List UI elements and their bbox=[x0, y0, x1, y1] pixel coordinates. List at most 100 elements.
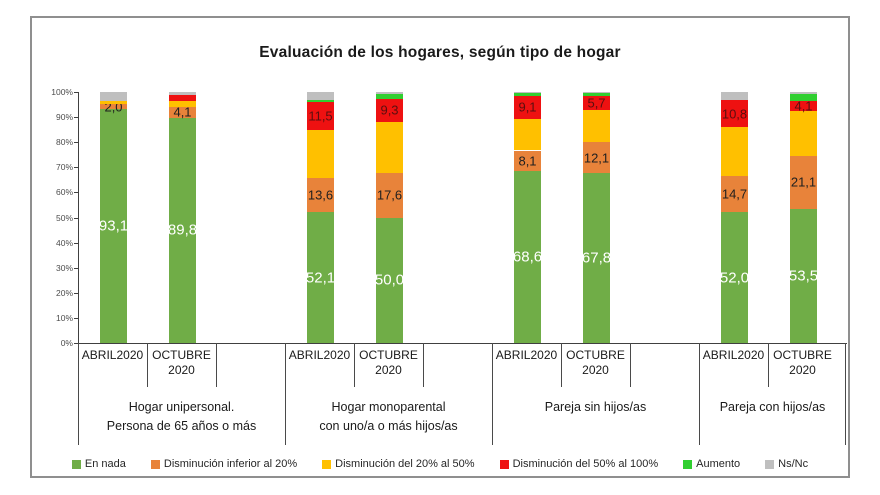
segment-ns-nc bbox=[169, 92, 196, 96]
legend-swatch-dism-50-100 bbox=[499, 459, 509, 469]
segment-en-nada bbox=[721, 212, 748, 343]
axis-cell-divider bbox=[630, 343, 631, 387]
segment-ns-nc bbox=[790, 92, 817, 95]
segment-dism-inf-20 bbox=[169, 107, 196, 118]
segment-dism-20-50 bbox=[307, 130, 334, 179]
segment-en-nada bbox=[583, 172, 610, 343]
y-axis-tick-mark bbox=[74, 192, 78, 194]
x-axis-period-row: ABRIL2020 OCTUBRE 2020 ABRIL2020 OCTUBRE 2020… bbox=[78, 343, 846, 387]
segment-dism-50-100 bbox=[790, 101, 817, 112]
period-label-line: OCTUBRE bbox=[152, 348, 211, 362]
period-label-line: 2020 bbox=[168, 363, 195, 377]
axis-cell-divider bbox=[768, 343, 769, 387]
y-axis-tick-mark bbox=[74, 117, 78, 119]
legend-swatch-aumento bbox=[683, 459, 693, 469]
segment-ns-nc bbox=[376, 92, 403, 95]
legend-label: Disminución del 20% al 50% bbox=[335, 458, 475, 470]
legend-swatch-en-nada bbox=[71, 459, 81, 469]
legend-label: Aumento bbox=[696, 458, 741, 470]
segment-dism-50-100 bbox=[721, 100, 748, 128]
period-label-line: ABRIL2020 bbox=[702, 348, 765, 362]
period-label-line: ABRIL2020 bbox=[288, 348, 351, 362]
y-axis-tick-label: 100% bbox=[51, 87, 73, 97]
x-axis-group-label: Pareja sin hijos/as bbox=[493, 387, 698, 417]
stacked-bar: 68,6 8,1 9,1 bbox=[513, 92, 542, 343]
period-label-line: OCTUBRE bbox=[566, 348, 625, 362]
legend-item: Ns/Nc bbox=[765, 458, 808, 470]
segment-ns-nc bbox=[583, 92, 610, 93]
stacked-bar: 52,0 14,7 10,8 bbox=[720, 92, 749, 343]
segment-en-nada bbox=[790, 208, 817, 343]
segment-en-nada bbox=[376, 217, 403, 343]
period-label-line: 2020 bbox=[375, 363, 402, 377]
group-label-line: Pareja sin hijos/as bbox=[544, 400, 647, 414]
segment-dism-50-100 bbox=[514, 95, 541, 119]
legend-item: Disminución inferior al 20% bbox=[150, 458, 298, 470]
x-axis-group-label: Hogar unipersonal. Persona de 65 años o m… bbox=[79, 387, 284, 436]
axis-group-divider bbox=[285, 387, 286, 445]
legend-label: En nada bbox=[84, 458, 126, 470]
segment-en-nada bbox=[169, 117, 196, 343]
y-axis-tick-mark bbox=[74, 217, 78, 219]
period-label-line: OCTUBRE bbox=[359, 348, 418, 362]
legend-swatch-dism-20-50 bbox=[322, 459, 332, 469]
x-axis-period-label: OCTUBRE 2020 bbox=[147, 343, 216, 378]
segment-dism-20-50 bbox=[514, 118, 541, 151]
legend-item: Disminución del 50% al 100% bbox=[499, 458, 658, 470]
axis-cell-divider bbox=[423, 343, 424, 387]
legend-swatch-ns-nc bbox=[765, 459, 775, 469]
axis-group-divider bbox=[699, 387, 700, 445]
period-label-line: OCTUBRE bbox=[773, 348, 832, 362]
y-axis-tick-label: 50% bbox=[55, 212, 73, 223]
legend-item: Disminución del 20% al 50% bbox=[322, 458, 475, 470]
legend: En nada Disminución inferior al 20% Dismin… bbox=[56, 455, 824, 473]
stacked-bar: 50,0 17,6 9,3 bbox=[375, 92, 404, 343]
y-axis-tick-label: 30% bbox=[55, 262, 73, 273]
segment-en-nada bbox=[307, 212, 334, 343]
x-axis-period-label: OCTUBRE 2020 bbox=[354, 343, 423, 378]
chart-frame: Evaluación de los hogares, según tipo de… bbox=[30, 16, 850, 478]
y-axis-tick-mark bbox=[74, 242, 78, 244]
segment-en-nada bbox=[514, 170, 541, 343]
segment-aumento bbox=[790, 94, 817, 102]
segment-dism-inf-20 bbox=[790, 155, 817, 209]
chart-title: Evaluación de los hogares, según tipo de… bbox=[259, 44, 621, 61]
y-axis-tick-label: 60% bbox=[55, 187, 73, 198]
segment-aumento bbox=[583, 92, 610, 96]
x-axis-period-label: OCTUBRE 2020 bbox=[561, 343, 630, 378]
y-axis-tick-mark bbox=[74, 92, 78, 93]
segment-en-nada bbox=[100, 109, 127, 343]
segment-dism-50-100 bbox=[583, 95, 610, 110]
x-axis-period-label: ABRIL2020 bbox=[699, 343, 768, 363]
segment-aumento bbox=[514, 93, 541, 96]
axis-cell-divider bbox=[216, 343, 217, 387]
stacked-bar: 53,5 21,1 4,1 bbox=[789, 92, 818, 343]
stacked-bar: 52,1 13,6 11,5 bbox=[306, 92, 335, 343]
segment-dism-inf-20 bbox=[100, 104, 127, 110]
segment-dism-inf-20 bbox=[307, 178, 334, 213]
y-axis-tick-label: 20% bbox=[55, 287, 73, 298]
x-axis-group-row: Hogar unipersonal. Persona de 65 años o m… bbox=[78, 387, 846, 445]
segment-dism-50-100 bbox=[169, 95, 196, 102]
axis-cell-divider bbox=[354, 343, 355, 387]
axis-cell-divider bbox=[78, 343, 79, 387]
axis-cell-divider bbox=[147, 343, 148, 387]
segment-dism-inf-20 bbox=[376, 173, 403, 218]
group-label-line: Persona de 65 años o más bbox=[106, 419, 257, 433]
axis-cell-divider bbox=[492, 343, 493, 387]
segment-dism-20-50 bbox=[376, 122, 403, 174]
legend-label: Disminución inferior al 20% bbox=[163, 458, 298, 470]
legend-label: Ns/Nc bbox=[778, 458, 809, 470]
y-axis-tick-mark bbox=[74, 292, 78, 294]
axis-group-divider bbox=[492, 387, 493, 445]
segment-ns-nc bbox=[100, 92, 127, 101]
segment-ns-nc bbox=[514, 92, 541, 94]
period-label-line: 2020 bbox=[582, 363, 609, 377]
segment-dism-50-100 bbox=[376, 98, 403, 123]
axis-cell-divider bbox=[845, 343, 846, 387]
y-axis-tick-mark bbox=[74, 167, 78, 169]
y-axis-tick-mark bbox=[74, 317, 78, 319]
y-axis-tick-label: 90% bbox=[55, 112, 73, 123]
group-label-line: Hogar monoparental bbox=[331, 400, 446, 414]
